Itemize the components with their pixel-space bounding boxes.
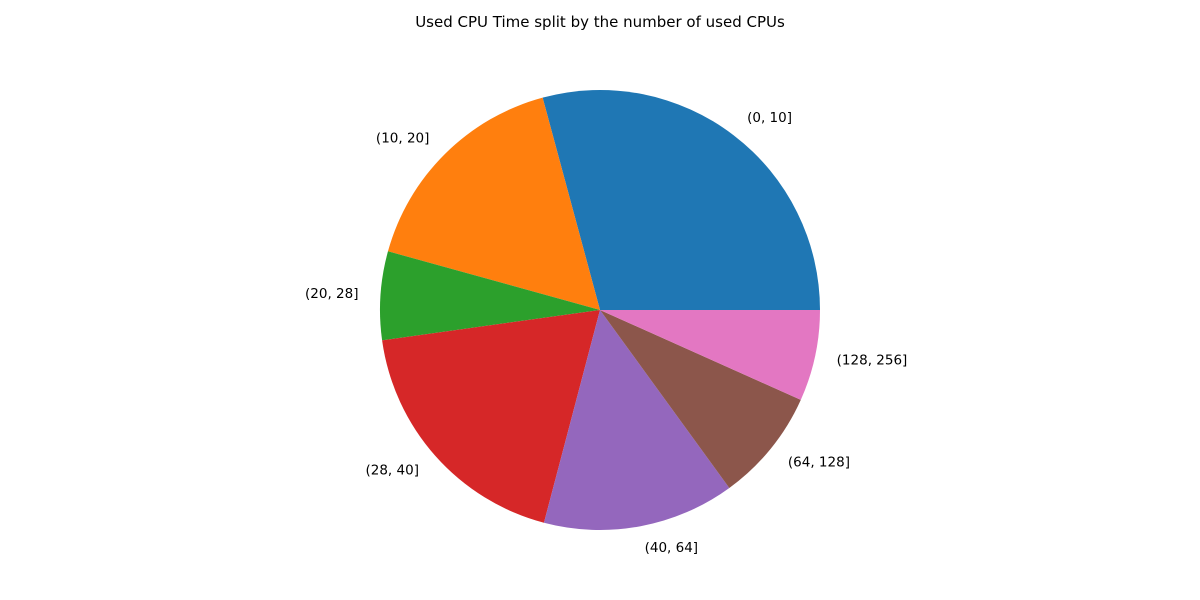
pie-slice [542,89,820,310]
pie-slice [387,97,600,310]
pie-slice-label: (10, 20] [376,130,429,146]
pie-slice [600,310,820,400]
pie-slice [600,310,801,488]
pie-slice-label: (128, 256] [837,353,908,369]
pie-slice-label: (40, 64] [645,540,698,556]
pie-slice-label: (0, 10] [747,110,792,126]
chart-title: Used CPU Time split by the number of use… [415,13,785,31]
pie-slice [543,310,730,530]
pie-slice-label: (28, 40] [365,463,418,479]
pie-slice [382,310,600,523]
pie-slice [380,251,600,341]
pie-slice-labels: (0, 10] (10, 20] (20, 28] (28, 40] (40, 64] (… [305,110,907,556]
pie-slice-label: (20, 28] [305,286,358,302]
pie-slices [380,89,820,530]
pie-slice-label: (64, 128] [788,454,850,470]
